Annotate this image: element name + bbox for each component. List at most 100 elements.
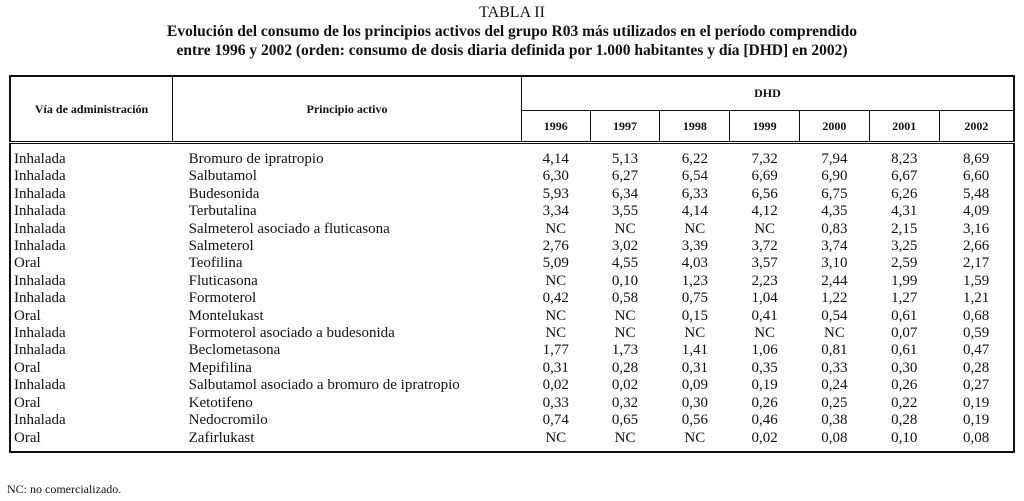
cell-dhd: 0,33 <box>542 394 569 411</box>
cell-dhd: NC <box>824 325 845 342</box>
table-caption: Evolución del consumo de los principios … <box>0 22 1024 60</box>
dhd-table: Vía de administración Principio activo D… <box>9 75 1015 453</box>
cell-dhd: 2,15 <box>891 220 918 237</box>
cell-dhd: NC <box>684 429 706 446</box>
cell-dhd: 5,93 <box>542 185 569 202</box>
table-row: Oral Ketotifeno 0,33 0,32 0,30 0,26 0,25 0,22 0,… <box>10 395 1014 412</box>
cell-dhd: NC <box>614 220 636 237</box>
cell-dhd: 0,26 <box>891 377 918 394</box>
cell-principio: Budesonida <box>188 185 260 202</box>
cell-dhd: 0,58 <box>611 290 639 307</box>
cell-dhd: 2,44 <box>821 272 848 289</box>
cell-dhd: 4,35 <box>821 203 848 220</box>
cell-via: Oral <box>14 359 41 376</box>
cell-dhd: 0,28 <box>611 359 639 376</box>
cell-principio: Montelukast <box>188 307 264 324</box>
header-via: Vía de administración <box>9 75 174 144</box>
cell-dhd: 8,23 <box>891 151 918 167</box>
cell-dhd: NC <box>614 325 636 342</box>
table-row: Inhalada Terbutalina 3,34 3,55 4,14 4,12 4,35 4… <box>10 203 1014 220</box>
header-year: 1996 <box>520 110 591 144</box>
cell-principio: Salmeterol asociado a fluticasona <box>188 220 390 237</box>
cell-via: Inhalada <box>14 342 66 359</box>
table-row: Inhalada Fluticasona NC 0,10 1,23 2,23 2,44 1,9… <box>10 273 1014 290</box>
cell-dhd: 6,34 <box>611 185 639 202</box>
cell-dhd: 3,02 <box>611 238 639 255</box>
cell-principio: Formoterol asociado a budesonida <box>188 325 395 342</box>
cell-dhd: 1,59 <box>962 272 990 289</box>
cell-principio: Beclometasona <box>188 342 281 359</box>
table-row: Inhalada Beclometasona 1,77 1,73 1,41 1,06 0,8… <box>10 342 1014 359</box>
cell-dhd: 1,41 <box>681 342 708 359</box>
cell-dhd: 0,61 <box>891 342 918 359</box>
cell-dhd: 0,09 <box>681 377 708 394</box>
cell-dhd: 0,33 <box>821 359 848 376</box>
cell-dhd: NC <box>684 325 706 342</box>
header-principio: Principio activo <box>172 75 522 144</box>
cell-dhd: 1,21 <box>962 290 990 307</box>
cell-dhd: 0,19 <box>962 412 990 429</box>
table-row: Oral Zafirlukast NC NC NC 0,02 0,08 0,10 0,08 <box>10 430 1014 452</box>
cell-dhd: 0,19 <box>962 394 990 411</box>
cell-dhd: NC <box>614 307 636 324</box>
cell-dhd: 3,16 <box>962 220 990 237</box>
cell-dhd: NC <box>754 325 776 342</box>
table-row: Oral Mepifilina 0,31 0,28 0,31 0,35 0,33 0,30 0,… <box>10 360 1014 377</box>
cell-dhd: 0,68 <box>962 307 990 324</box>
cell-dhd: 0,42 <box>542 290 569 307</box>
header-year: 2002 <box>938 110 1015 144</box>
cell-dhd: 0,81 <box>821 342 848 359</box>
cell-principio: Fluticasona <box>188 272 258 289</box>
cell-via: Inhalada <box>14 168 66 185</box>
cell-dhd: 4,14 <box>542 151 569 167</box>
cell-principio: Formoterol <box>188 290 257 307</box>
cell-dhd: 1,77 <box>542 342 569 359</box>
cell-dhd: 0,08 <box>962 429 990 446</box>
cell-dhd: 0,28 <box>962 359 990 376</box>
cell-principio: Salmeterol <box>188 238 254 255</box>
cell-via: Oral <box>14 394 41 411</box>
cell-dhd: 1,99 <box>891 272 918 289</box>
cell-dhd: 3,72 <box>751 238 778 255</box>
table-row: Inhalada Salbutamol 6,30 6,27 6,54 6,69 6,90 6,… <box>10 168 1014 185</box>
header-year: 1997 <box>589 110 661 144</box>
cell-dhd: 3,34 <box>542 203 569 220</box>
header-year: 2000 <box>799 110 870 144</box>
table-row: Inhalada Formoterol 0,42 0,58 0,75 1,04 1,22 1,… <box>10 290 1014 307</box>
header-year: 1999 <box>729 110 801 144</box>
cell-dhd: 6,69 <box>751 168 778 185</box>
cell-dhd: 0,22 <box>891 394 918 411</box>
cell-dhd: 0,46 <box>751 412 778 429</box>
cell-dhd: 3,39 <box>681 238 708 255</box>
cell-dhd: NC <box>545 307 567 324</box>
cell-dhd: 0,31 <box>542 359 569 376</box>
cell-via: Inhalada <box>14 220 66 237</box>
caption-line-1: Evolución del consumo de los principios … <box>167 23 857 40</box>
cell-dhd: 6,75 <box>821 185 848 202</box>
cell-dhd: 8,69 <box>962 151 990 167</box>
cell-dhd: 0,31 <box>681 359 708 376</box>
cell-dhd: 0,10 <box>891 429 918 446</box>
cell-principio: Zafirlukast <box>188 429 255 446</box>
cell-dhd: 6,90 <box>821 168 848 185</box>
cell-dhd: 2,23 <box>751 272 778 289</box>
cell-via: Inhalada <box>14 238 66 255</box>
cell-dhd: 2,66 <box>962 238 990 255</box>
cell-principio: Ketotifeno <box>188 394 253 411</box>
cell-dhd: 3,74 <box>821 238 848 255</box>
cell-principio: Bromuro de ipratropio <box>188 151 324 167</box>
cell-dhd: 4,55 <box>611 255 639 272</box>
cell-via: Inhalada <box>14 185 66 202</box>
cell-dhd: 4,31 <box>891 203 918 220</box>
cell-via: Inhalada <box>14 203 66 220</box>
table-row: Inhalada Salmeterol 2,76 3,02 3,39 3,72 3,74 3,… <box>10 238 1014 255</box>
cell-dhd: 0,15 <box>681 307 708 324</box>
table-row: Oral Montelukast NC NC 0,15 0,41 0,54 0,61 0,68 <box>10 308 1014 325</box>
cell-dhd: 4,12 <box>751 203 778 220</box>
header-year: 1998 <box>659 110 731 144</box>
cell-dhd: NC <box>614 429 636 446</box>
cell-dhd: 4,09 <box>962 203 990 220</box>
cell-dhd: 0,35 <box>751 359 778 376</box>
cell-via: Inhalada <box>14 412 66 429</box>
cell-dhd: 0,56 <box>681 412 708 429</box>
